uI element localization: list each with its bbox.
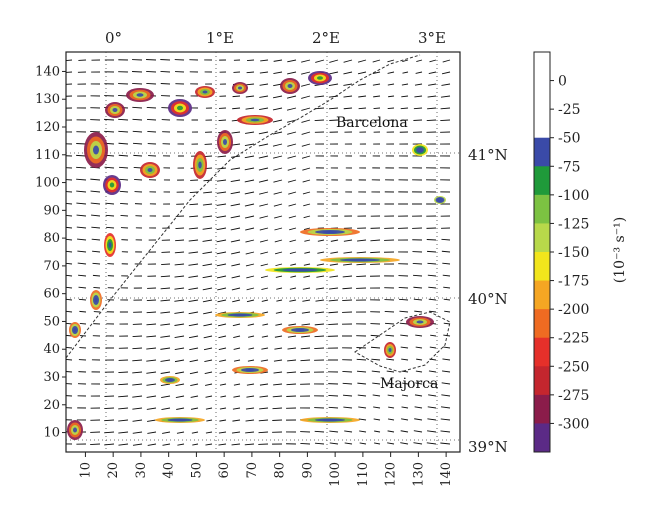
colorbar-level-7: -175 — [558, 274, 589, 290]
y-axis: 10 20 30 40 50 60 70 80 90 100 110 120 130 140 — [35, 64, 66, 441]
x-tick-label-20: 20 — [106, 462, 121, 479]
x-tick-label-30: 30 — [134, 462, 149, 479]
colorbar-swatch-0 — [534, 52, 550, 81]
lon-label-0: 0° — [105, 29, 122, 47]
x-tick-label-40: 40 — [162, 462, 177, 479]
colorbar-level-2: -50 — [558, 131, 581, 147]
x-tick-label-140: 140 — [439, 462, 454, 487]
x-tick-label-110: 110 — [356, 462, 371, 487]
y-tick-label-130: 130 — [35, 92, 60, 107]
colorbar-swatch-11 — [534, 366, 550, 396]
colorbar-level-4: -100 — [558, 188, 589, 204]
y-tick-label-90: 90 — [43, 203, 60, 218]
place-label-majorca: Majorca — [380, 376, 438, 392]
colorbar-swatch-1 — [534, 80, 550, 110]
y-tick-label-70: 70 — [43, 259, 60, 274]
x-axis: 10 20 30 40 50 60 70 80 90 100 110 120 130 140 — [78, 452, 454, 487]
colorbar-level-11: -275 — [558, 388, 589, 404]
colorbar-swatch-4 — [534, 166, 550, 196]
x-tick-label-100: 100 — [328, 462, 343, 487]
y-tick-label-100: 100 — [35, 176, 60, 191]
x-tick-label-80: 80 — [273, 462, 288, 479]
y-tick-label-120: 120 — [35, 120, 60, 135]
y-tick-label-110: 110 — [35, 148, 60, 163]
y-tick-label-60: 60 — [43, 287, 60, 302]
y-tick-label-30: 30 — [43, 370, 60, 385]
colorbar-swatch-7 — [534, 252, 550, 281]
lat-label-41n: 41°N — [468, 146, 508, 164]
colorbar-swatch-12 — [534, 394, 550, 424]
colorbar-swatch-10 — [534, 337, 550, 367]
colorbar-level-10: -250 — [558, 359, 589, 375]
coastline — [66, 54, 421, 359]
y-tick-label-50: 50 — [43, 314, 60, 329]
colorbar-level-6: -150 — [558, 245, 589, 261]
colorbar-unit-label: (10⁻³ s⁻¹) — [612, 217, 628, 283]
majorca-outline — [354, 311, 451, 373]
lon-label-1e: 1°E — [206, 29, 234, 47]
lon-label-2e: 2°E — [312, 29, 340, 47]
colorbar-swatch-5 — [534, 194, 550, 224]
x-tick-label-120: 120 — [384, 462, 399, 487]
x-tick-label-90: 90 — [300, 462, 315, 479]
lat-label-40n: 40°N — [468, 290, 508, 308]
colorbar-level-8: -200 — [558, 302, 589, 318]
colorbar-swatch-3 — [534, 137, 550, 167]
place-label-barcelona: Barcelona — [336, 115, 408, 131]
x-tick-label-50: 50 — [189, 462, 204, 479]
colorbar-level-5: -125 — [558, 216, 589, 232]
colorbar-level-3: -75 — [558, 159, 581, 175]
colorbar-level-0: 0 — [558, 74, 567, 90]
colorbar-swatch-2 — [534, 109, 550, 139]
colorbar-level-9: -225 — [558, 331, 589, 347]
colorbar-swatch-9 — [534, 309, 550, 339]
y-tick-label-10: 10 — [43, 426, 60, 441]
y-tick-label-40: 40 — [43, 342, 60, 357]
x-tick-label-70: 70 — [245, 462, 260, 479]
colorbar-swatch-8 — [534, 280, 550, 310]
lon-label-3e: 3°E — [418, 29, 446, 47]
colorbar-level-12: -300 — [558, 416, 589, 432]
x-tick-label-10: 10 — [78, 462, 93, 479]
lat-label-39n: 39°N — [468, 438, 508, 456]
vorticity-patches — [67, 71, 446, 440]
x-tick-label-130: 130 — [411, 462, 426, 487]
colorbar: 0 -25 -50 -75 -100 -125 -150 -175 -200 -225 -250 -2… — [533, 51, 589, 453]
colorbar-swatch-6 — [534, 223, 550, 253]
x-tick-label-60: 60 — [217, 462, 232, 479]
colorbar-level-1: -25 — [558, 102, 581, 118]
y-tick-label-140: 140 — [35, 64, 60, 79]
colorbar-swatch-13 — [534, 423, 550, 453]
y-tick-label-80: 80 — [43, 231, 60, 246]
y-tick-label-20: 20 — [43, 398, 60, 413]
